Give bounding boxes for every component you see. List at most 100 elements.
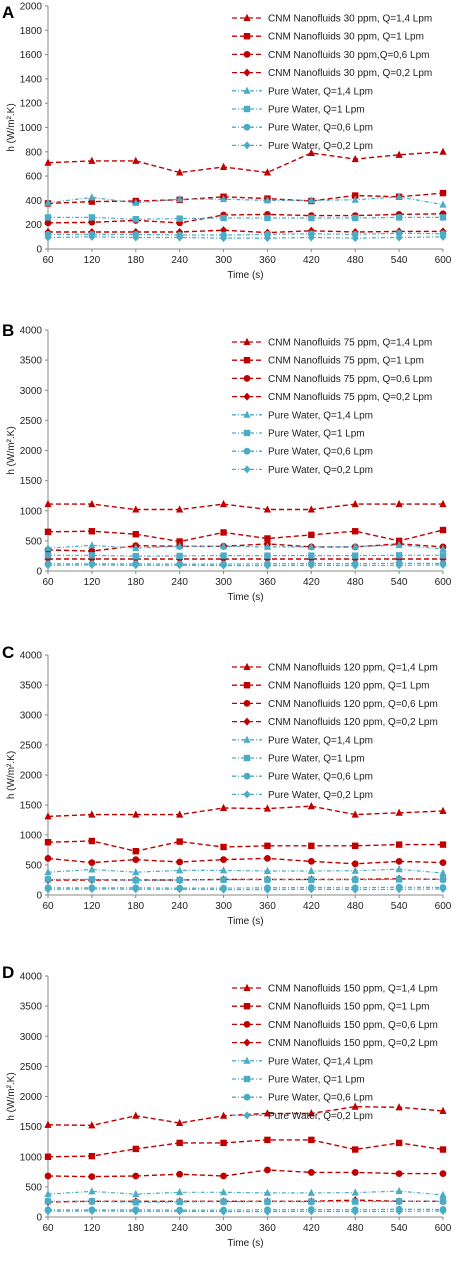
x-axis-title: Time (s) <box>227 270 263 281</box>
x-axis-title: Time (s) <box>227 592 263 603</box>
legend-label: CNM Nanofluids 120 ppm, Q=1 Lpm <box>268 681 429 692</box>
legend-marker <box>243 465 251 474</box>
data-point <box>351 885 359 894</box>
series-line <box>47 1105 444 1127</box>
legend-label: Pure Water, Q=1,4 Lpm <box>268 1056 373 1067</box>
data-point <box>176 1188 184 1196</box>
legend-marker <box>243 1093 251 1101</box>
series-cnm-triangle <box>44 147 447 176</box>
data-point <box>88 1198 96 1205</box>
data-point <box>176 542 184 550</box>
data-point <box>439 1198 447 1205</box>
data-point <box>307 885 315 894</box>
x-tick-label: 240 <box>171 577 188 588</box>
data-point <box>263 168 272 176</box>
data-point <box>176 1118 184 1127</box>
legend: CNM Nanofluids 30 ppm, Q=1,4 Lpm CNM Nano… <box>232 14 432 152</box>
data-point <box>44 1172 52 1180</box>
x-tick-label: 180 <box>127 1223 144 1234</box>
series-water-square <box>44 214 447 223</box>
data-point <box>88 552 96 559</box>
legend-item: Pure Water, Q=0,6 Lpm <box>232 123 373 134</box>
data-point <box>351 234 359 243</box>
data-point <box>44 499 52 508</box>
data-point <box>176 552 183 560</box>
series-cnm-square <box>44 837 447 855</box>
series-water-circle <box>44 883 447 892</box>
x-tick-label: 60 <box>42 577 54 588</box>
series-line <box>48 229 443 234</box>
data-point <box>132 1207 140 1216</box>
data-point <box>219 234 228 243</box>
chart-panel-b: B 0 500 1000 1500 2000 2500 3000 3500 4000 60 120 18… <box>2 321 452 603</box>
x-tick-label: 540 <box>391 901 408 912</box>
series-line <box>48 1208 444 1211</box>
y-tick-label: 3000 <box>20 386 43 397</box>
x-tick-label: 480 <box>347 577 364 588</box>
data-point <box>351 860 359 868</box>
data-point <box>88 1121 96 1129</box>
data-point <box>176 561 184 570</box>
series-line <box>48 886 444 889</box>
series-line <box>48 878 443 881</box>
data-point <box>439 1146 447 1153</box>
y-tick-label: 0 <box>36 1213 42 1224</box>
chart-panel-d: D 0 500 1000 1500 2000 2500 3000 3500 4000 60 120 18… <box>2 963 452 1249</box>
data-point <box>439 1106 447 1114</box>
legend-label: Pure Water, Q=0,6 Lpm <box>268 123 373 134</box>
legend-marker <box>243 337 251 345</box>
y-tick-label: 2500 <box>20 741 43 752</box>
series-line <box>47 192 444 205</box>
data-point <box>439 232 447 241</box>
data-point <box>308 214 315 222</box>
data-point <box>132 505 140 513</box>
series-line <box>47 1139 444 1158</box>
x-tick-label: 540 <box>391 577 408 588</box>
series-cnm-square <box>44 189 447 207</box>
series-water-diamond <box>44 232 447 243</box>
data-point <box>132 810 140 818</box>
legend-label: Pure Water, Q=1 Lpm <box>268 1075 365 1086</box>
data-point <box>308 531 315 539</box>
data-point <box>220 1139 227 1147</box>
data-point <box>395 1207 403 1216</box>
data-point <box>439 214 447 221</box>
data-point <box>352 1198 359 1205</box>
data-point <box>220 843 227 851</box>
data-point <box>44 528 52 536</box>
x-tick-label: 600 <box>435 1223 452 1234</box>
series-line <box>47 236 444 239</box>
legend-item: CNM Nanofluids 150 ppm, Q=1,4 Lpm <box>232 984 438 995</box>
x-tick-label: 120 <box>84 577 101 588</box>
data-point <box>395 1170 403 1178</box>
data-point <box>395 841 403 848</box>
data-point <box>219 1188 228 1196</box>
data-point <box>220 856 227 863</box>
series-line <box>47 213 444 224</box>
data-point <box>220 214 227 222</box>
data-point <box>307 505 315 513</box>
data-point <box>395 1139 403 1147</box>
y-tick-label: 600 <box>25 172 42 183</box>
data-point <box>132 216 139 223</box>
x-tick-label: 60 <box>42 1223 54 1234</box>
legend-marker <box>243 13 251 21</box>
x-tick-label: 60 <box>42 255 54 266</box>
series-line <box>47 196 444 206</box>
x-tick-label: 540 <box>391 1223 408 1234</box>
data-point <box>439 859 447 866</box>
data-point <box>439 499 447 508</box>
x-tick-label: 360 <box>259 901 276 912</box>
y-tick-label: 1200 <box>20 99 43 110</box>
data-point <box>176 215 183 222</box>
data-point <box>176 168 184 176</box>
data-point <box>307 858 315 865</box>
data-point <box>395 1186 403 1195</box>
legend-label: CNM Nanofluids 30 ppm, Q=1 Lpm <box>268 32 424 43</box>
legend-label: Pure Water, Q=1,4 Lpm <box>268 410 373 421</box>
legend-item: Pure Water, Q=1 Lpm <box>232 754 365 765</box>
data-point <box>264 535 271 542</box>
y-axis-title: h (W/m².K) <box>6 426 17 474</box>
series-line <box>48 562 444 565</box>
y-tick-label: 4000 <box>20 651 43 662</box>
